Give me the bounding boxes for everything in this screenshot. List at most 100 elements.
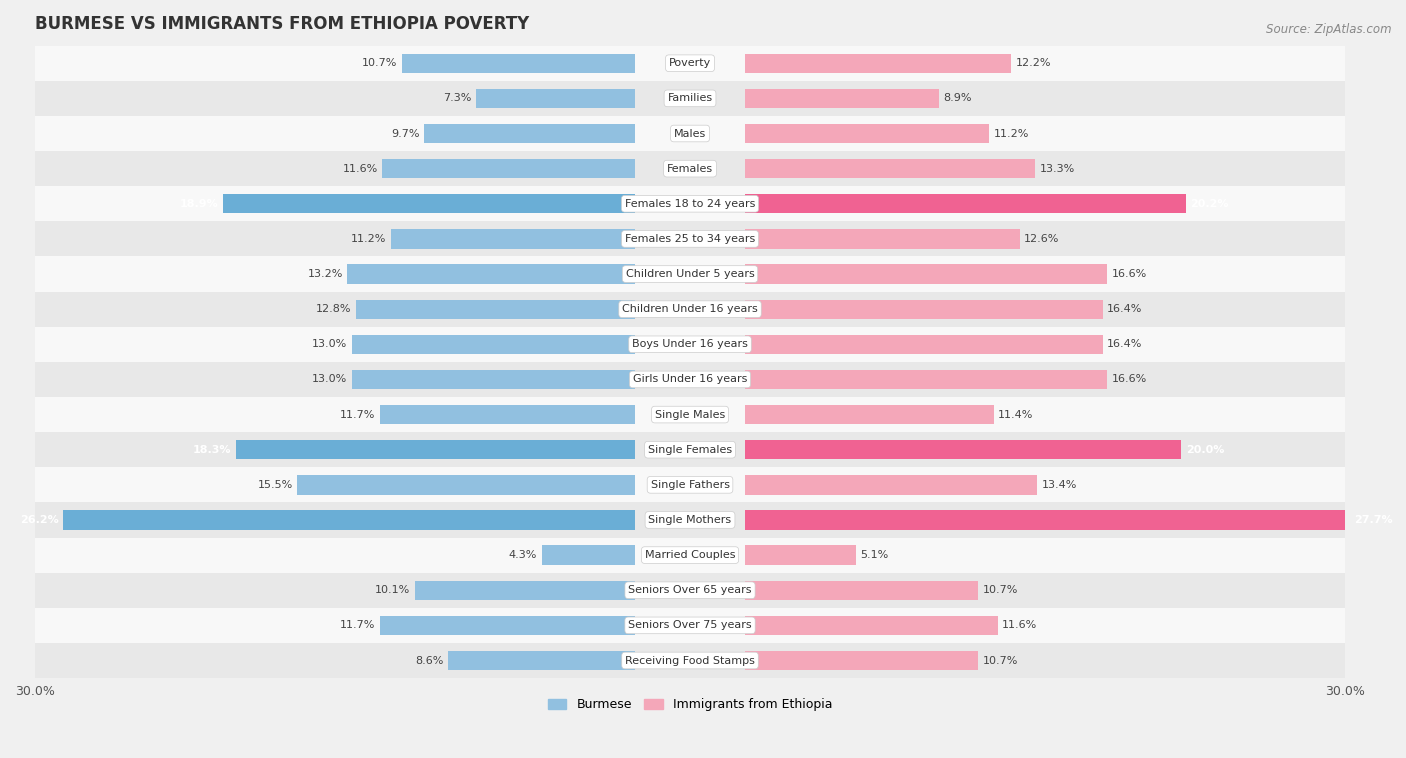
Bar [35,537,1346,573]
Text: 9.7%: 9.7% [391,129,419,139]
Text: Married Couples: Married Couples [645,550,735,560]
Legend: Burmese, Immigrants from Ethiopia: Burmese, Immigrants from Ethiopia [543,693,838,716]
Bar [35,467,1346,503]
Text: 27.7%: 27.7% [1354,515,1392,525]
Bar [745,510,1350,530]
Bar [35,327,1346,362]
Bar [35,573,1346,608]
Text: 12.2%: 12.2% [1015,58,1050,68]
Bar [745,124,990,143]
Bar [35,292,1346,327]
Bar [236,440,636,459]
Text: Single Fathers: Single Fathers [651,480,730,490]
Text: Seniors Over 75 years: Seniors Over 75 years [628,620,752,631]
Text: Single Males: Single Males [655,409,725,420]
Bar [352,370,636,389]
Text: Males: Males [673,129,706,139]
Text: Girls Under 16 years: Girls Under 16 years [633,374,747,384]
Bar [356,299,636,319]
Bar [541,546,636,565]
Bar [222,194,636,214]
Bar [35,397,1346,432]
Bar [745,89,939,108]
Bar [35,362,1346,397]
Text: 12.8%: 12.8% [316,304,352,314]
Text: 16.4%: 16.4% [1107,304,1143,314]
Text: 26.2%: 26.2% [20,515,59,525]
Bar [35,186,1346,221]
Bar [745,581,979,600]
Bar [402,54,636,73]
Bar [745,229,1019,249]
Bar [35,81,1346,116]
Text: 20.0%: 20.0% [1185,445,1225,455]
Text: 10.7%: 10.7% [983,585,1018,595]
Bar [745,334,1102,354]
Text: 18.9%: 18.9% [180,199,218,208]
Text: 13.4%: 13.4% [1042,480,1077,490]
Text: 11.2%: 11.2% [352,234,387,244]
Text: 10.1%: 10.1% [375,585,411,595]
Text: 16.6%: 16.6% [1112,374,1147,384]
Bar [380,405,636,424]
Text: 11.6%: 11.6% [1002,620,1038,631]
Text: 11.7%: 11.7% [340,620,375,631]
Text: 13.0%: 13.0% [312,374,347,384]
Text: 4.3%: 4.3% [509,550,537,560]
Bar [745,299,1102,319]
Text: 8.9%: 8.9% [943,93,972,103]
Text: 13.0%: 13.0% [312,340,347,349]
Text: Children Under 16 years: Children Under 16 years [621,304,758,314]
Bar [382,159,636,178]
Text: Females 25 to 34 years: Females 25 to 34 years [624,234,755,244]
Bar [35,221,1346,256]
Bar [745,159,1035,178]
Bar [35,256,1346,292]
Bar [347,265,636,283]
Bar [423,124,636,143]
Text: Boys Under 16 years: Boys Under 16 years [633,340,748,349]
Bar [352,334,636,354]
Text: Receiving Food Stamps: Receiving Food Stamps [626,656,755,666]
Bar [35,643,1346,678]
Text: 11.2%: 11.2% [994,129,1029,139]
Text: 20.2%: 20.2% [1189,199,1229,208]
Text: 11.6%: 11.6% [343,164,378,174]
Bar [380,615,636,635]
Text: 13.3%: 13.3% [1039,164,1074,174]
Text: 13.2%: 13.2% [308,269,343,279]
Text: 5.1%: 5.1% [860,550,889,560]
Bar [745,546,856,565]
Bar [745,440,1181,459]
Text: 10.7%: 10.7% [361,58,398,68]
Text: Source: ZipAtlas.com: Source: ZipAtlas.com [1267,23,1392,36]
Bar [35,432,1346,467]
Bar [745,475,1038,494]
Bar [297,475,636,494]
Text: 11.7%: 11.7% [340,409,375,420]
Bar [477,89,636,108]
Bar [745,54,1011,73]
Bar [35,116,1346,151]
Text: 12.6%: 12.6% [1024,234,1060,244]
Bar [35,503,1346,537]
Text: 8.6%: 8.6% [415,656,443,666]
Text: 18.3%: 18.3% [193,445,232,455]
Text: Children Under 5 years: Children Under 5 years [626,269,755,279]
Text: Females 18 to 24 years: Females 18 to 24 years [624,199,755,208]
Bar [447,651,636,670]
Bar [745,194,1185,214]
Bar [35,45,1346,81]
Text: Single Females: Single Females [648,445,733,455]
Text: 16.4%: 16.4% [1107,340,1143,349]
Text: 15.5%: 15.5% [257,480,292,490]
Bar [745,615,998,635]
Bar [745,265,1107,283]
Bar [415,581,636,600]
Bar [745,651,979,670]
Bar [391,229,636,249]
Text: 16.6%: 16.6% [1112,269,1147,279]
Bar [745,405,994,424]
Text: 7.3%: 7.3% [443,93,471,103]
Text: Single Mothers: Single Mothers [648,515,731,525]
